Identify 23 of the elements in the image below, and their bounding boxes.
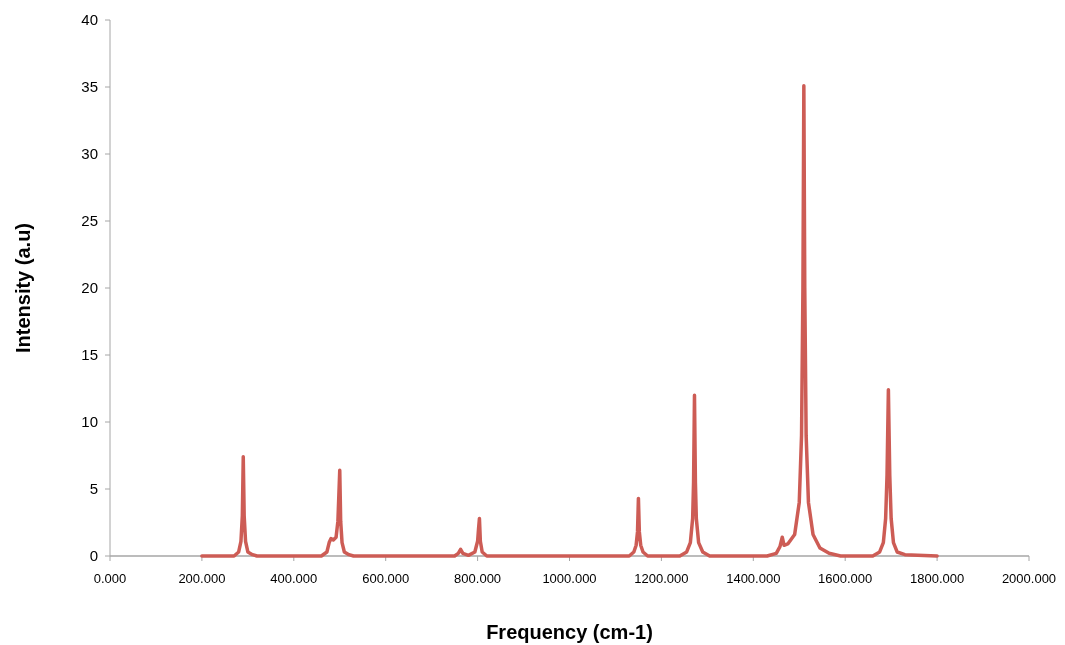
- x-tick-label: 1200.000: [634, 571, 689, 586]
- x-tick-label: 1400.000: [726, 571, 781, 586]
- x-axis-title: Frequency (cm-1): [486, 621, 653, 643]
- y-tick-label: 20: [81, 279, 98, 297]
- y-tick-label: 40: [81, 11, 98, 29]
- x-tick-label: 200.000: [178, 571, 226, 586]
- y-tick-label: 10: [81, 413, 98, 431]
- y-axis-title: Intensity (a.u): [12, 222, 34, 354]
- y-tick-label: 15: [81, 346, 98, 364]
- x-tick-label: 1000.000: [542, 571, 597, 586]
- y-tick-label: 35: [81, 78, 98, 96]
- y-tick-label: 0: [89, 547, 98, 565]
- x-tick-label: 800.000: [454, 571, 502, 586]
- y-tick-label: 30: [81, 145, 98, 163]
- x-tick-label: 2000.000: [1001, 571, 1057, 586]
- y-tick-label: 25: [81, 212, 98, 230]
- x-tick-label: 0.000: [93, 571, 127, 586]
- x-tick-label: 600.000: [362, 571, 410, 586]
- x-tick-label: 400.000: [270, 571, 318, 586]
- x-tick-label: 1800.000: [909, 571, 965, 586]
- line-series: [200, 83, 939, 558]
- y-tick-label: 5: [89, 480, 98, 498]
- x-tick-label: 1600.000: [818, 571, 873, 586]
